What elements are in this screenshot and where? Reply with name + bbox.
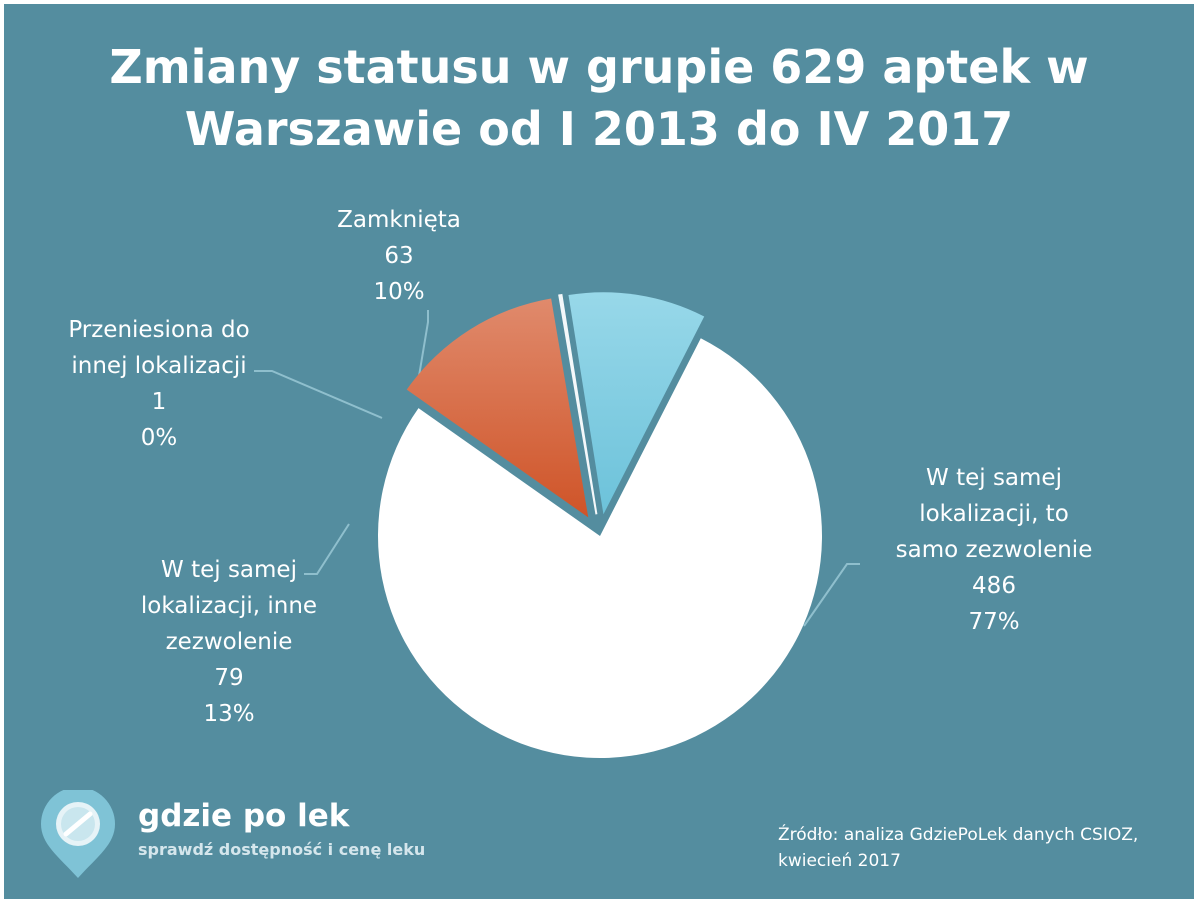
slice-label-same-location-same-permit: W tej samej lokalizacji, to samo zezwole… <box>864 460 1124 640</box>
chart-title-line-2: Warszawie od I 2013 do IV 2017 <box>184 102 1014 156</box>
chart-panel: Zmiany statusu w grupie 629 aptek w Wars… <box>4 4 1194 899</box>
slice-value: 486 <box>972 573 1016 599</box>
leader-line <box>304 523 350 575</box>
leader-line <box>254 370 383 419</box>
slice-same-location-same-permit <box>378 338 822 759</box>
brand-name: gdzie po lek <box>138 798 350 834</box>
slice-moved <box>558 293 598 515</box>
chart-title: Zmiany statusu w grupie 629 aptek w Wars… <box>4 36 1194 160</box>
pie-slices <box>378 292 822 759</box>
slice-percent: 10% <box>373 279 425 305</box>
slice-label-closed: Zamknięta 63 10% <box>304 202 494 310</box>
slice-percent: 13% <box>203 701 255 727</box>
chart-title-line-1: Zmiany statusu w grupie 629 aptek w <box>109 40 1089 94</box>
slice-percent: 77% <box>968 609 1020 635</box>
slice-value: 1 <box>151 389 167 415</box>
slice-label-same-location-other-permit: W tej samej lokalizacji, inne zezwolenie… <box>104 552 354 732</box>
source-note: Źródło: analiza GdziePoLek danych CSIOZ,… <box>778 825 1139 871</box>
slice-percent: 0% <box>140 425 178 451</box>
slice-value: 79 <box>214 665 244 691</box>
pie-chart <box>254 292 860 759</box>
slice-value: 63 <box>384 243 414 269</box>
slice-label-moved: Przeniesiona do innej lokalizacji 1 0% <box>44 312 274 456</box>
slice-same-location-other-permit <box>406 298 589 518</box>
brand-tagline: sprawdź dostępność i cenę leku <box>138 840 426 859</box>
pill-pin-icon <box>41 790 115 878</box>
leader-lines <box>254 310 860 627</box>
leader-line <box>803 563 860 627</box>
leader-line <box>418 310 429 377</box>
brand-logo: gdzie po lek sprawdź dostępność i cenę l… <box>38 790 438 880</box>
slice-closed <box>568 292 705 515</box>
